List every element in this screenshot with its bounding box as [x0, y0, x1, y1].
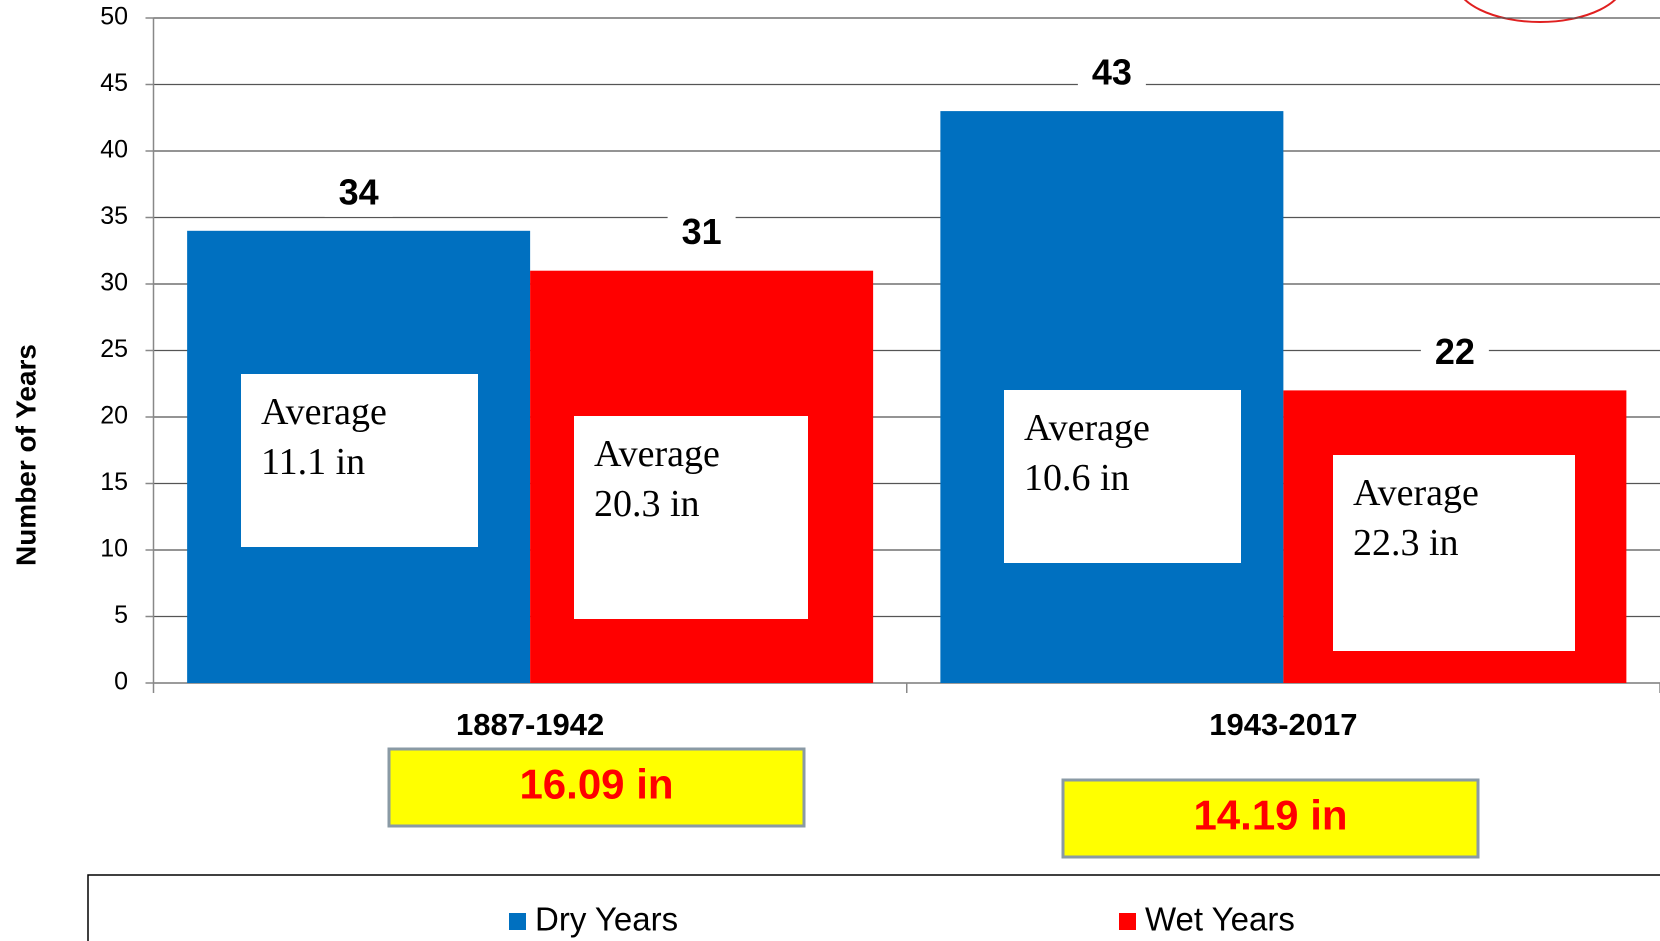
legend-label: Wet Years	[1145, 901, 1295, 938]
data-label-bg	[1420, 332, 1489, 377]
annotation-line: Average	[594, 433, 720, 475]
period-average: 16.09 in	[519, 761, 673, 808]
y-tick-label: 20	[100, 402, 128, 430]
data-label: 34	[339, 171, 379, 212]
annotation-line: Average	[261, 391, 387, 433]
y-tick-label: 50	[100, 3, 128, 31]
annotation-line: 20.3 in	[594, 483, 700, 525]
data-label-bg	[324, 172, 393, 217]
y-tick-label: 15	[100, 468, 128, 496]
annotation-box	[1004, 390, 1241, 563]
y-tick-label: 30	[100, 269, 128, 297]
y-tick-label: 25	[100, 335, 128, 363]
annotation-box	[574, 416, 808, 619]
y-tick-label: 35	[100, 202, 128, 230]
legend-swatch	[1119, 913, 1136, 930]
y-axis-title: Number of Years	[10, 344, 41, 566]
legend-swatch	[509, 913, 526, 930]
period-average: 14.19 in	[1193, 792, 1347, 839]
data-label: 31	[682, 211, 722, 252]
y-tick-label: 40	[100, 136, 128, 164]
period-average-box	[1061, 778, 1480, 859]
annotation-line: 22.3 in	[1353, 522, 1459, 564]
annotation-box	[1333, 455, 1575, 651]
data-label: 22	[1435, 331, 1475, 372]
period-average-box	[387, 747, 806, 828]
annotation-line: Average	[1024, 407, 1150, 449]
annotation-line: Average	[1353, 472, 1479, 514]
annotation-line: 11.1 in	[261, 441, 365, 483]
data-label-bg	[1077, 53, 1146, 98]
y-tick-label: 5	[114, 601, 128, 629]
x-tick-label: 1887-1942	[456, 707, 604, 742]
legend-box	[87, 874, 1660, 941]
x-tick-label: 1943-2017	[1209, 707, 1357, 742]
data-label: 43	[1092, 52, 1132, 93]
legend-label: Dry Years	[535, 901, 678, 938]
data-label-bg	[667, 212, 736, 257]
highlight-ellipse	[1463, 0, 1617, 23]
y-tick-label: 45	[100, 69, 128, 97]
y-tick-label: 10	[100, 535, 128, 563]
annotation-box	[241, 374, 478, 547]
y-tick-label: 0	[114, 668, 128, 696]
annotation-line: 10.6 in	[1024, 457, 1130, 499]
